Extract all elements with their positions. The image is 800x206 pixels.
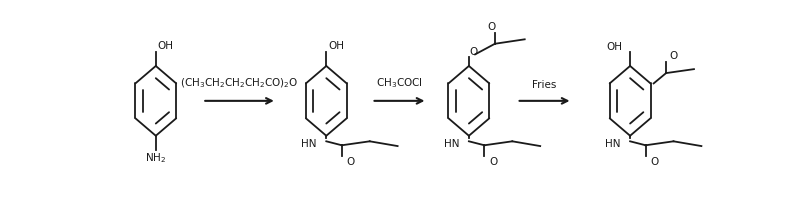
Text: (CH$_3$CH$_2$CH$_2$CH$_2$CO)$_2$O: (CH$_3$CH$_2$CH$_2$CH$_2$CO)$_2$O: [180, 76, 298, 90]
Text: OH: OH: [328, 41, 344, 51]
Text: OH: OH: [158, 41, 174, 51]
Text: O: O: [346, 157, 355, 167]
Text: HN: HN: [606, 139, 621, 149]
Text: O: O: [650, 157, 659, 167]
Text: OH: OH: [606, 42, 622, 52]
Text: O: O: [488, 22, 496, 32]
Text: O: O: [490, 157, 498, 167]
Text: HN: HN: [302, 139, 317, 149]
Text: O: O: [470, 47, 478, 57]
Text: O: O: [670, 51, 678, 61]
Text: CH$_3$COCl: CH$_3$COCl: [376, 76, 423, 90]
Text: HN: HN: [444, 139, 459, 149]
Text: NH$_2$: NH$_2$: [146, 152, 166, 165]
Text: Fries: Fries: [532, 80, 557, 90]
